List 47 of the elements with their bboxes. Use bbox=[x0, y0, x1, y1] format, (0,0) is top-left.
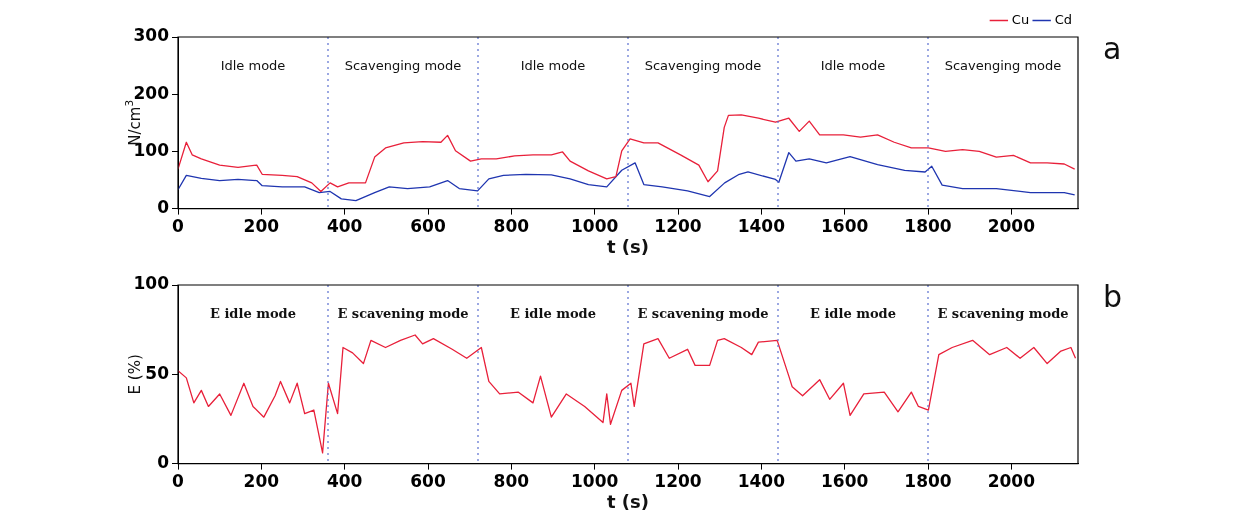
text: a bbox=[1103, 30, 1122, 66]
annotation: E scavening mode bbox=[937, 306, 1069, 322]
annotation: Scavenging mode bbox=[344, 58, 462, 74]
x-axis-title: t (s) bbox=[606, 236, 650, 258]
x-tick-label: 0 bbox=[172, 471, 185, 492]
text: b bbox=[1103, 278, 1123, 314]
legend-label: Cu bbox=[1011, 11, 1030, 27]
x-tick-label: 200 bbox=[243, 216, 280, 237]
annotation: E scavening mode bbox=[637, 306, 769, 322]
annotation: E idle mode bbox=[810, 306, 896, 322]
y-tick-label: 50 bbox=[145, 362, 170, 383]
y-tick-label: 200 bbox=[133, 82, 170, 103]
y-tick-label: 100 bbox=[133, 273, 170, 294]
x-tick-label: 600 bbox=[410, 471, 446, 492]
y-tick-label: 0 bbox=[157, 197, 170, 218]
y-tick-label: 0 bbox=[157, 452, 170, 473]
x-tick-label: 600 bbox=[410, 216, 446, 237]
y-tick-label: 300 bbox=[133, 25, 170, 46]
annotation: E idle mode bbox=[510, 306, 596, 322]
x-tick-label: 800 bbox=[493, 216, 530, 237]
legend-label: Cd bbox=[1054, 11, 1073, 27]
x-tick-label: 400 bbox=[326, 216, 363, 237]
x-tick-label: 2000 bbox=[987, 216, 1036, 237]
x-tick-label: 2000 bbox=[987, 471, 1036, 492]
annotation: Idle mode bbox=[220, 58, 286, 74]
x-tick-label: 800 bbox=[493, 471, 530, 492]
x-tick-label: 0 bbox=[172, 216, 185, 237]
x-tick-label: 1200 bbox=[654, 216, 702, 237]
annotation: Scavenging mode bbox=[944, 58, 1062, 74]
annotation: Idle mode bbox=[520, 58, 586, 74]
x-tick-label: 1000 bbox=[571, 471, 619, 492]
x-tick-label: 400 bbox=[326, 471, 363, 492]
x-tick-label: 200 bbox=[243, 471, 280, 492]
x-tick-label: 1400 bbox=[737, 471, 786, 492]
annotation: E scavening mode bbox=[337, 306, 469, 322]
x-tick-label: 1400 bbox=[737, 216, 786, 237]
annotation: Scavenging mode bbox=[644, 58, 762, 74]
annotation: Idle mode bbox=[820, 58, 886, 74]
x-tick-label: 1600 bbox=[821, 216, 869, 237]
x-axis-title: t (s) bbox=[606, 491, 650, 513]
x-tick-label: 1600 bbox=[821, 471, 869, 492]
y-axis-title: E (%) bbox=[125, 354, 144, 395]
x-tick-label: 1000 bbox=[571, 216, 619, 237]
x-tick-label: 1800 bbox=[904, 216, 952, 237]
annotation: E idle mode bbox=[210, 306, 296, 322]
x-tick-label: 1200 bbox=[654, 471, 702, 492]
x-tick-label: 1800 bbox=[904, 471, 952, 492]
